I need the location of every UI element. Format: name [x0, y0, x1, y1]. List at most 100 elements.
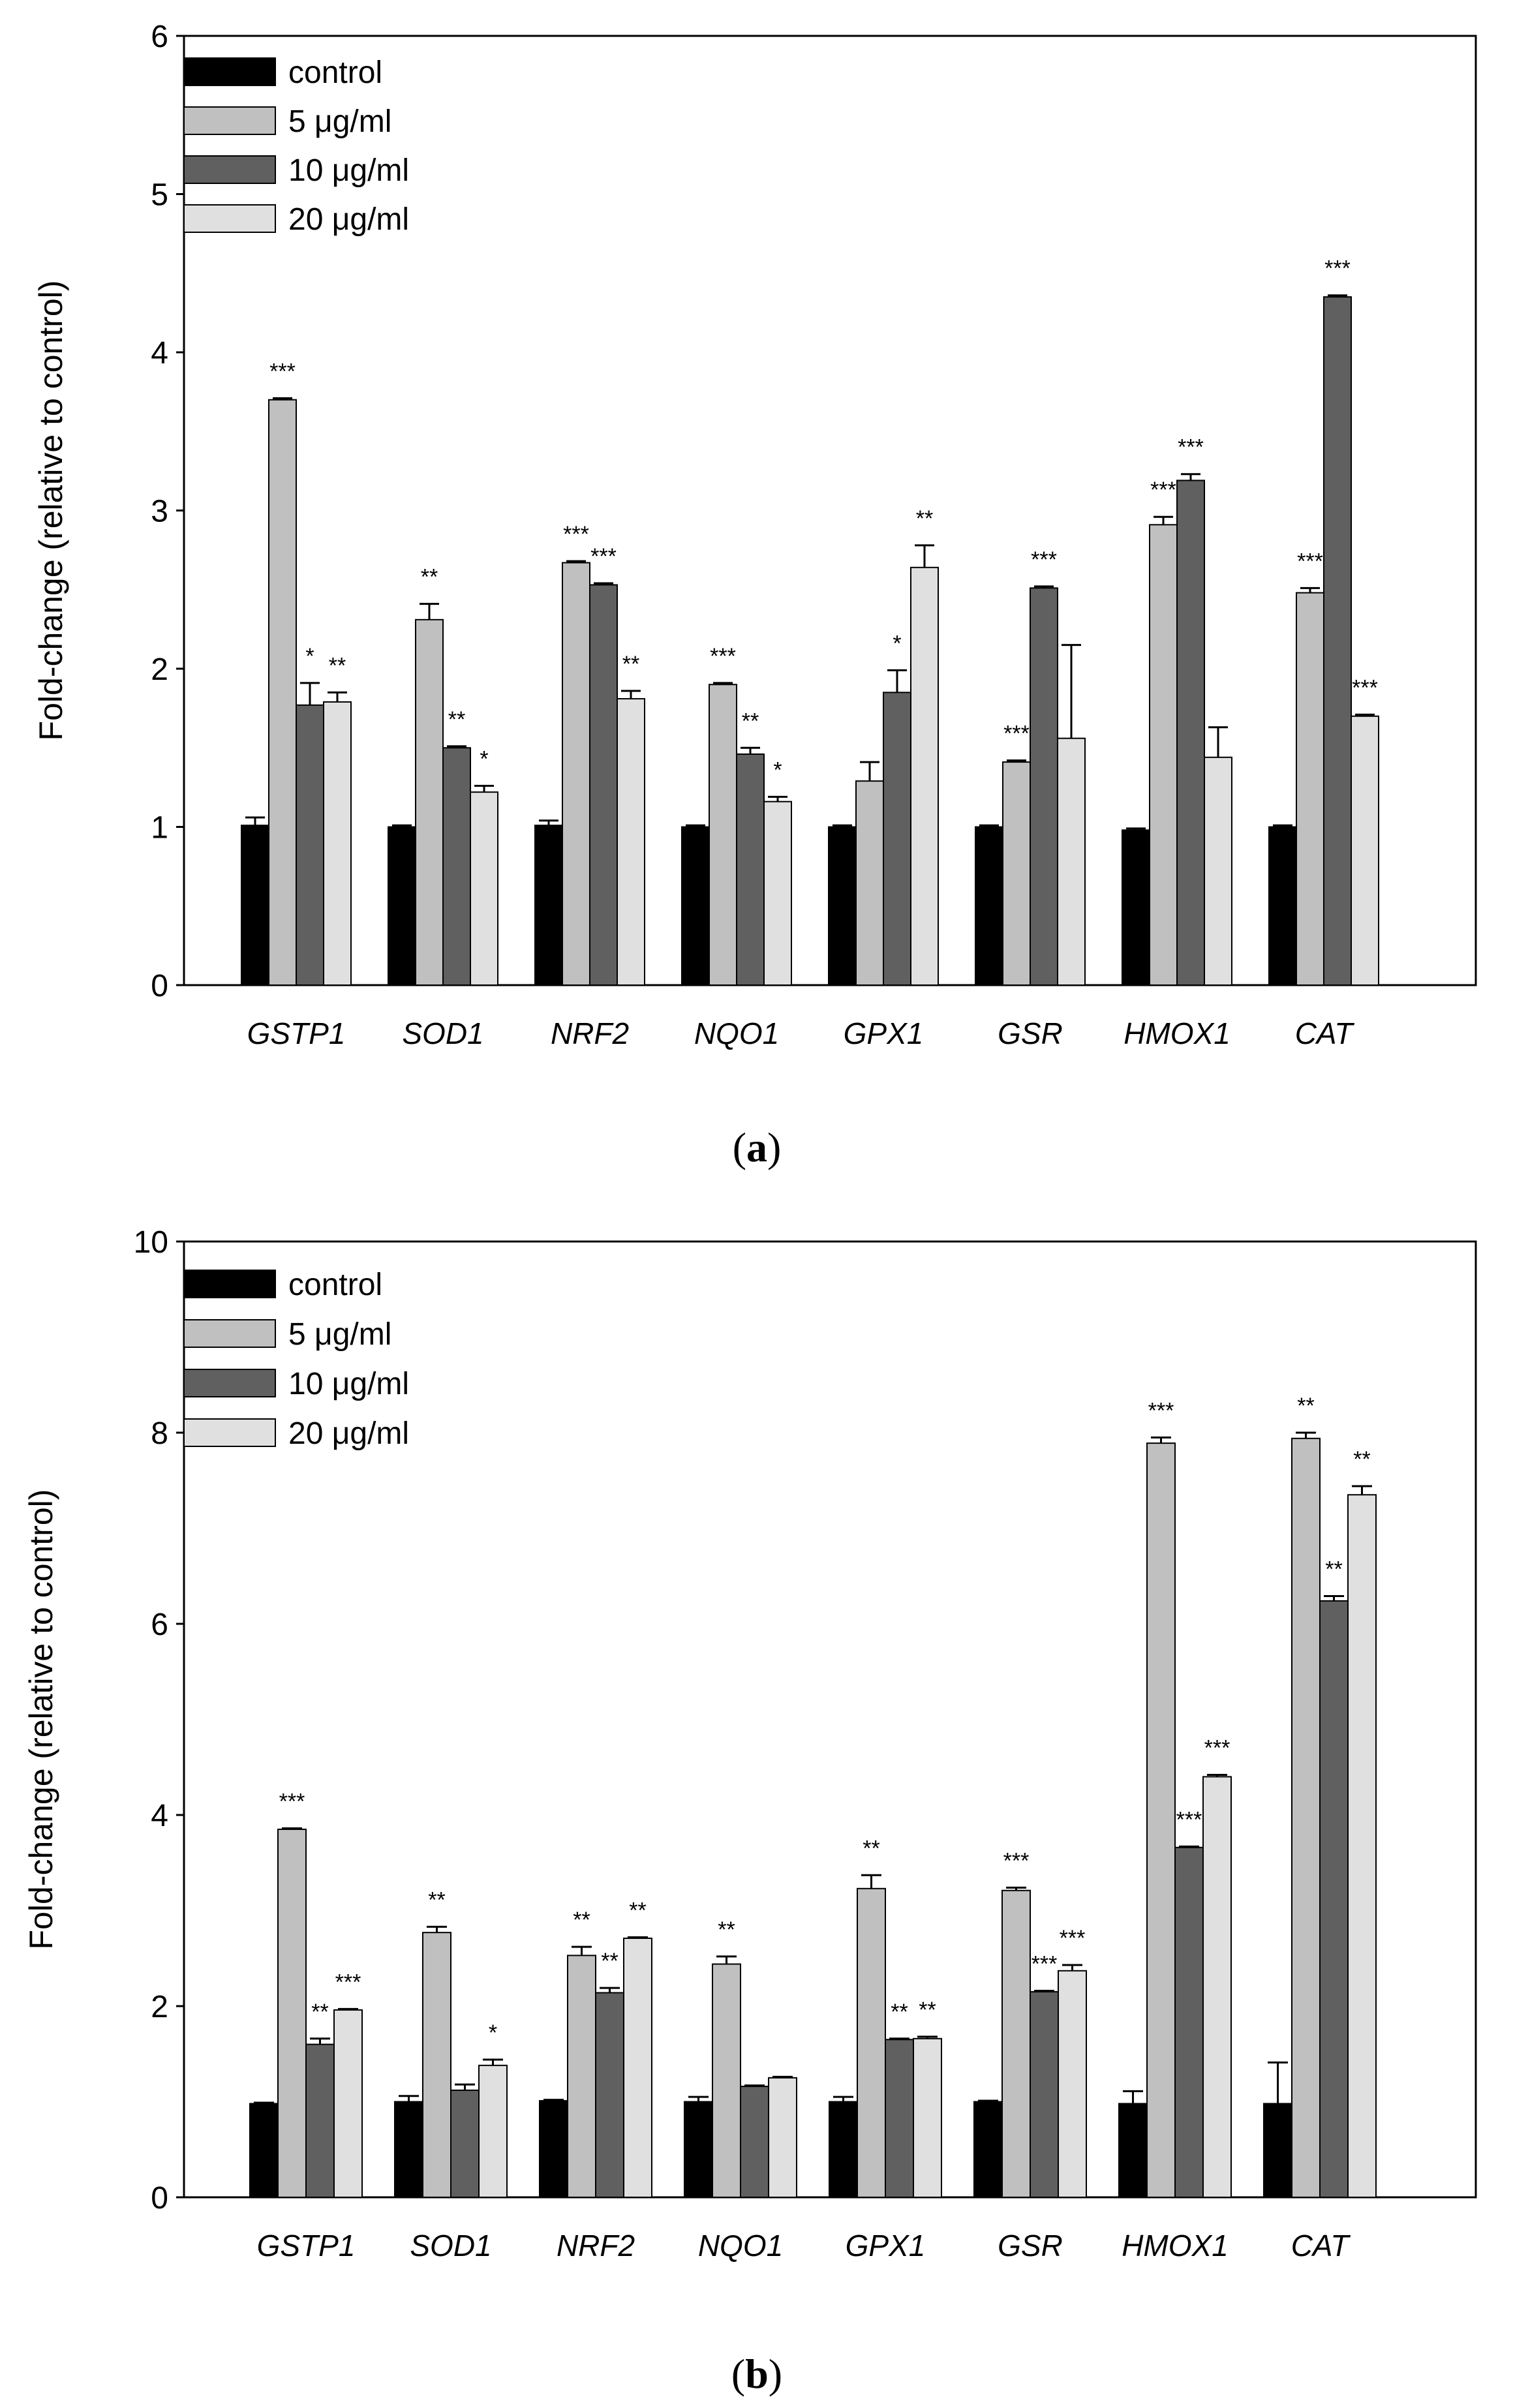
bar — [1263, 2103, 1292, 2198]
panel-b-caption: (b) — [731, 2351, 782, 2397]
bar — [249, 2103, 279, 2198]
significance-marker: ** — [916, 506, 933, 531]
x-tick-label: SOD1 — [410, 2229, 491, 2263]
legend-swatch — [183, 1418, 276, 1447]
y-tick-label: 4 — [151, 336, 168, 371]
bar — [534, 825, 563, 986]
significance-marker: *** — [269, 359, 296, 384]
legend-label: 5 μg/ml — [288, 104, 391, 139]
legend-swatch — [183, 106, 276, 135]
bar — [910, 566, 939, 986]
x-tick-label: NQO1 — [698, 2229, 783, 2263]
panel-a-bars: **** *************** *********************… — [241, 256, 1379, 986]
panel-b-y-axis-title: Fold-change (relative to control) — [23, 1489, 59, 1950]
bar — [684, 2101, 713, 2198]
bar — [1122, 829, 1150, 986]
bar — [768, 2077, 797, 2198]
y-tick-label: 8 — [151, 1416, 168, 1451]
bar — [478, 2064, 508, 2199]
bar — [1174, 1846, 1204, 2199]
bar — [883, 692, 911, 986]
bar — [1149, 524, 1178, 986]
significance-marker: * — [305, 644, 314, 669]
significance-marker: *** — [1003, 1848, 1030, 1873]
bar — [913, 2037, 942, 2199]
x-tick-label: CAT — [1295, 1016, 1354, 1050]
panel-a-y-axis: 0 1 2 3 4 5 6 — [151, 20, 184, 1003]
legend-label: 5 μg/ml — [288, 1317, 391, 1352]
x-tick-label: GSR — [998, 2229, 1063, 2263]
significance-marker: * — [893, 631, 901, 656]
legend-label: control — [288, 1268, 382, 1302]
bar — [1319, 1600, 1349, 2199]
bar — [1323, 296, 1352, 986]
y-tick-label: 2 — [151, 652, 168, 687]
significance-marker: * — [480, 746, 488, 771]
bar — [394, 2101, 423, 2198]
y-tick-label: 1 — [151, 811, 168, 846]
significance-marker: *** — [563, 522, 589, 547]
x-tick-label: CAT — [1291, 2229, 1351, 2263]
significance-marker: *** — [1032, 1952, 1058, 1977]
significance-marker: ** — [428, 1887, 445, 1912]
bar — [388, 826, 416, 986]
bar — [1268, 826, 1297, 986]
bar — [1030, 1991, 1059, 2198]
bar — [1001, 1889, 1031, 2199]
legend-label: 20 μg/ml — [288, 1416, 409, 1451]
significance-marker: *** — [1297, 549, 1323, 573]
bar — [1058, 1970, 1087, 2198]
bar — [1057, 737, 1086, 986]
x-tick-label: NQO1 — [694, 1016, 779, 1050]
bar — [885, 2039, 914, 2198]
y-tick-label: 4 — [151, 1799, 168, 1833]
significance-marker: *** — [1204, 1735, 1230, 1760]
significance-marker: * — [773, 757, 782, 782]
significance-marker: ** — [629, 1898, 646, 1923]
bar — [589, 584, 618, 986]
x-tick-label: GSTP1 — [247, 1016, 346, 1050]
significance-marker: ** — [329, 653, 346, 678]
x-tick-label: GSTP1 — [257, 2229, 356, 2263]
bar — [562, 562, 590, 986]
bar — [277, 1828, 307, 2199]
legend-swatch — [183, 1369, 276, 1397]
significance-marker: ** — [573, 1908, 590, 1932]
x-tick-label: HMOX1 — [1122, 2229, 1229, 2263]
x-tick-label: NRF2 — [551, 1016, 629, 1050]
bar — [1002, 761, 1031, 986]
significance-marker: ** — [421, 565, 438, 590]
x-tick-label: GPX1 — [846, 2229, 926, 2263]
bar — [740, 2086, 769, 2199]
bar — [422, 1932, 451, 2199]
bar — [681, 826, 710, 986]
x-tick-label: HMOX1 — [1123, 1016, 1230, 1050]
y-tick-label: 3 — [151, 495, 168, 529]
bar — [975, 826, 1003, 986]
significance-marker: *** — [279, 1790, 305, 1814]
bar — [450, 2089, 480, 2198]
significance-marker: ** — [891, 2000, 908, 2024]
x-tick-label: NRF2 — [557, 2229, 635, 2263]
legend-swatch — [183, 204, 276, 233]
significance-marker: * — [489, 2020, 497, 2045]
significance-marker: ** — [601, 1949, 618, 1974]
significance-marker: *** — [1003, 722, 1030, 746]
panel-a-legend: control 5 μg/ml 10 μg/ml 20 μg/ml — [183, 55, 409, 237]
bar — [763, 800, 792, 986]
bar — [539, 2100, 568, 2198]
significance-marker: ** — [1353, 1447, 1370, 1472]
significance-marker: *** — [1060, 1926, 1086, 1951]
y-tick-label: 6 — [151, 20, 168, 54]
significance-marker: *** — [590, 544, 617, 569]
panel-b-legend: control 5 μg/ml 10 μg/ml 20 μg/ml — [183, 1268, 409, 1451]
y-tick-label: 5 — [151, 178, 168, 213]
legend-swatch — [183, 1270, 276, 1298]
significance-marker: ** — [1325, 1557, 1342, 1582]
bar — [1118, 2103, 1148, 2198]
panel-a-y-axis-title: Fold-change (relative to control) — [33, 281, 69, 741]
significance-marker: *** — [1178, 435, 1204, 460]
